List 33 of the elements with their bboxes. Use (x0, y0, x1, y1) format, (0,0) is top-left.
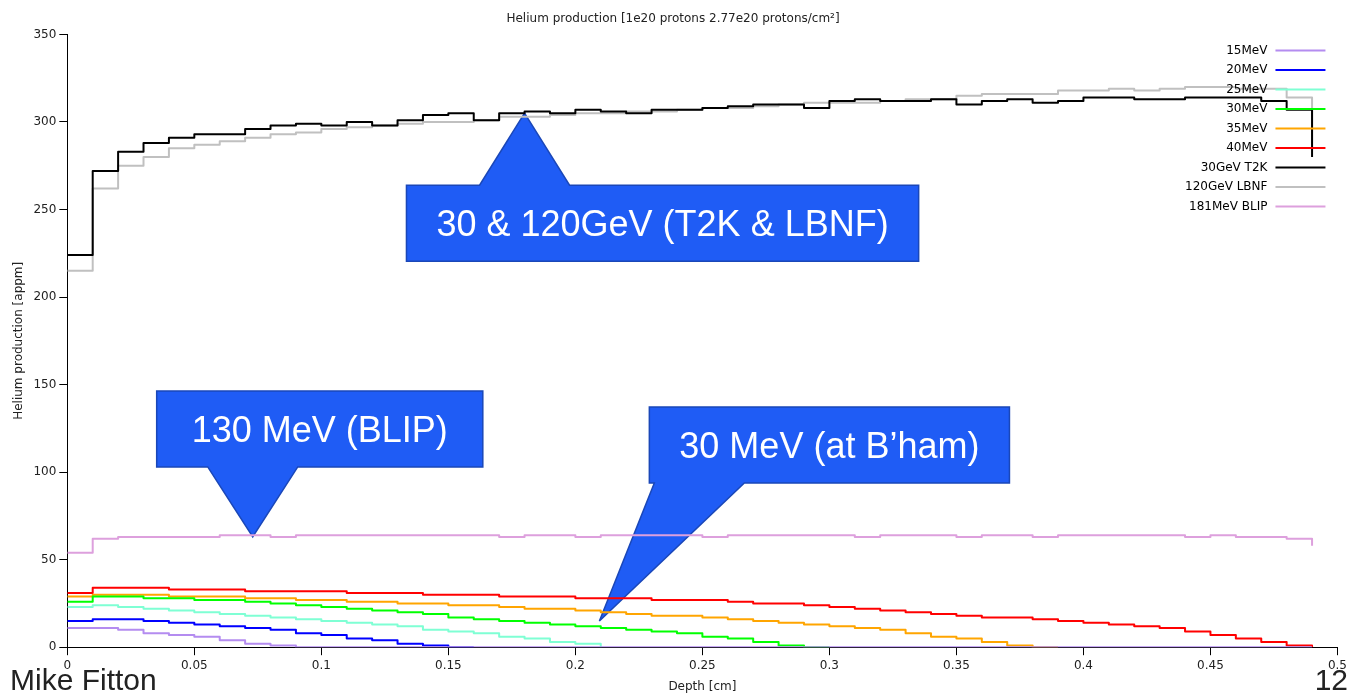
x-tick-label: 0.15 (434, 657, 462, 672)
x-tick-label: 0.05 (180, 657, 208, 672)
legend-label: 181MeV BLIP (1189, 198, 1268, 213)
y-tick-label: 100 (33, 464, 57, 479)
legend-label: 30MeV (1226, 101, 1269, 116)
x-axis-title: Depth [cm] (668, 678, 737, 693)
y-tick-label: 50 (41, 551, 57, 566)
x-tick-label: 0.1 (311, 657, 331, 672)
y-tick-label: 200 (33, 289, 57, 304)
x-tick-label: 0.45 (1197, 657, 1224, 672)
annotation: 130 MeV (BLIP) (191, 408, 448, 450)
legend-label: 20MeV (1226, 62, 1269, 77)
x-tick-label: 0.25 (689, 657, 716, 672)
legend-label: 40MeV (1226, 140, 1269, 155)
x-tick-label: 0 (63, 657, 72, 672)
legend-label: 25MeV (1226, 81, 1269, 96)
y-tick-label: 250 (33, 201, 57, 216)
annotation: 30 MeV (at B’ham) (679, 424, 980, 466)
legend-label: 30GeV T2K (1200, 159, 1269, 174)
x-tick-label: 0.4 (1073, 657, 1093, 672)
legend-label: 120GeV LBNF (1185, 179, 1268, 194)
legend-label: 15MeV (1226, 42, 1269, 57)
y-tick-label: 300 (33, 114, 57, 129)
y-tick-label: 150 (33, 376, 57, 391)
chart-title: Helium production [1e20 protons 2.77e20 protons/cm²] (506, 11, 840, 26)
annotation: 30 & 120GeV (T2K & LBNF) (436, 203, 889, 245)
x-tick-label: 0.2 (565, 657, 585, 672)
x-tick-label: 0.35 (943, 657, 970, 672)
y-tick-label: 350 (33, 26, 57, 41)
legend-label: 35MeV (1226, 120, 1269, 135)
y-tick-label: 0 (48, 639, 57, 654)
x-tick-label: 0.3 (819, 657, 839, 672)
y-axis-title: Helium production [appm] (11, 261, 26, 420)
